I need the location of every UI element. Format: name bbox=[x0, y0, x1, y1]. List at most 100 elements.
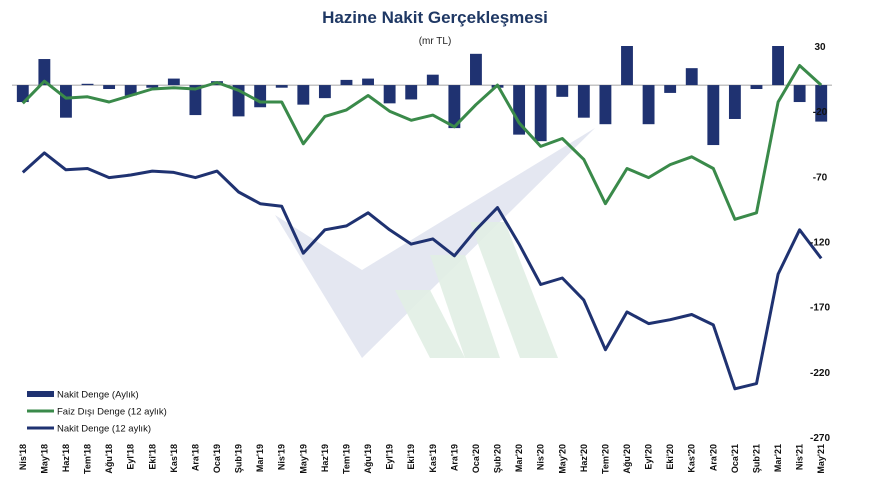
legend-entry: Nakit Denge (12 aylık) bbox=[57, 424, 151, 435]
bar bbox=[146, 85, 159, 88]
legend-entry: Nakit Denge (Aylık) bbox=[57, 390, 139, 401]
bar bbox=[772, 46, 784, 86]
bar bbox=[189, 85, 202, 116]
chart-subtitle: (mr TL) bbox=[418, 36, 452, 47]
bar bbox=[621, 46, 633, 86]
bar bbox=[426, 74, 439, 86]
watermark-stripe bbox=[470, 222, 558, 358]
x-tick-label: Tem'20 bbox=[600, 444, 610, 474]
bar bbox=[103, 85, 116, 90]
x-tick-label: Oca'20 bbox=[471, 444, 481, 473]
bar bbox=[815, 85, 828, 122]
x-tick-label: Kas'19 bbox=[428, 444, 438, 473]
bar bbox=[167, 78, 180, 86]
x-tick-label: Ara'19 bbox=[449, 444, 459, 471]
bar bbox=[60, 85, 72, 118]
x-tick-label: May'19 bbox=[298, 444, 308, 474]
x-tick-label: Eyl'20 bbox=[644, 444, 654, 470]
y-tick-label: -170 bbox=[810, 303, 830, 314]
bar bbox=[664, 85, 677, 93]
bar bbox=[642, 85, 655, 125]
x-tick-label: Ağu'19 bbox=[363, 444, 373, 474]
x-tick-label: Mar'20 bbox=[514, 444, 524, 472]
x-tick-label: Nis'20 bbox=[536, 444, 546, 470]
x-tick-label: Nis'19 bbox=[277, 444, 287, 470]
bar bbox=[750, 85, 763, 90]
y-tick-label: 30 bbox=[814, 42, 826, 53]
bar bbox=[16, 85, 29, 103]
x-tick-label: Eki'19 bbox=[406, 444, 416, 470]
watermark-stripe bbox=[395, 290, 465, 358]
line-nakit-denge-12 bbox=[21, 151, 823, 391]
bar bbox=[297, 85, 310, 105]
x-tick-label: Eki'18 bbox=[147, 444, 157, 470]
bar bbox=[448, 85, 461, 129]
legend-entry: Faiz Dışı Denge (12 aylık) bbox=[57, 407, 167, 418]
y-tick-label: -120 bbox=[810, 238, 830, 249]
x-tick-label: Nis'21 bbox=[795, 444, 805, 470]
bar bbox=[793, 85, 806, 103]
legend-swatch bbox=[27, 391, 54, 397]
x-tick-label: Tem'19 bbox=[341, 444, 351, 474]
bar bbox=[728, 85, 741, 119]
y-tick-label: -70 bbox=[813, 172, 828, 183]
x-tick-label: Kas'18 bbox=[169, 444, 179, 473]
watermark-logo bbox=[275, 128, 595, 358]
bar bbox=[599, 85, 612, 125]
x-tick-label: Mar'19 bbox=[255, 444, 265, 472]
x-tick-label: Şub'20 bbox=[493, 444, 503, 473]
x-tick-label: Eyl'19 bbox=[385, 444, 395, 470]
watermark-shape bbox=[275, 128, 595, 358]
bar bbox=[124, 85, 137, 96]
bar bbox=[81, 83, 94, 86]
x-tick-label: May'20 bbox=[557, 444, 567, 474]
bar bbox=[362, 78, 374, 86]
chart-title: Hazine Nakit Gerçekleşmesi bbox=[322, 8, 548, 27]
x-tick-label: Ağu'18 bbox=[104, 444, 114, 474]
bar bbox=[254, 85, 267, 108]
x-tick-label: Tem'18 bbox=[83, 444, 93, 474]
x-tick-label: Haz'19 bbox=[320, 444, 330, 472]
x-tick-label: Eki'20 bbox=[665, 444, 675, 470]
bar bbox=[534, 85, 547, 142]
bar bbox=[556, 85, 569, 97]
x-tick-label: Haz'20 bbox=[579, 444, 589, 472]
x-tick-label: Oca'21 bbox=[730, 444, 740, 473]
x-tick-label: Mar'21 bbox=[773, 444, 783, 472]
x-tick-label: Nis'18 bbox=[18, 444, 28, 470]
bar bbox=[470, 53, 482, 86]
bar bbox=[383, 85, 396, 104]
line-series bbox=[21, 64, 823, 391]
bar bbox=[513, 85, 526, 135]
x-tick-label: Ara'20 bbox=[708, 444, 718, 471]
x-tick-label: Oca'19 bbox=[212, 444, 222, 473]
bar bbox=[340, 79, 353, 86]
bar bbox=[577, 85, 590, 118]
y-tick-label: -220 bbox=[810, 368, 830, 379]
x-tick-label: Ara'18 bbox=[190, 444, 200, 471]
x-tick-label: May'18 bbox=[39, 444, 49, 474]
y-tick-label: -270 bbox=[810, 433, 830, 444]
line-faiz-disi-denge bbox=[21, 64, 823, 221]
x-tick-label: Şub'19 bbox=[234, 444, 244, 473]
bar bbox=[232, 85, 245, 117]
y-axis-ticks: 30 -20 -70 -120 -170 -220 -270 bbox=[810, 42, 830, 444]
x-tick-label: Eyl'18 bbox=[126, 444, 136, 470]
watermark-stripe bbox=[430, 255, 500, 358]
x-tick-label: Kas'20 bbox=[687, 444, 697, 473]
legend: Nakit Denge (Aylık) Faiz Dışı Denge (12 a… bbox=[27, 390, 167, 435]
bar bbox=[707, 85, 720, 146]
x-axis-ticks: Nis'18 May'18 Haz'18 Tem'18 Ağu'18 Eyl'18 Eki'… bbox=[18, 444, 826, 474]
bar bbox=[318, 85, 331, 99]
x-tick-label: May'21 bbox=[816, 444, 826, 474]
x-tick-label: Haz'18 bbox=[61, 444, 71, 472]
y-tick-label: -20 bbox=[813, 107, 828, 118]
bar bbox=[405, 85, 418, 100]
bar bbox=[685, 68, 698, 86]
x-tick-label: Ağu'20 bbox=[622, 444, 632, 474]
x-tick-label: Şub'21 bbox=[751, 444, 761, 473]
bar bbox=[38, 59, 51, 86]
bar-series bbox=[16, 46, 828, 146]
